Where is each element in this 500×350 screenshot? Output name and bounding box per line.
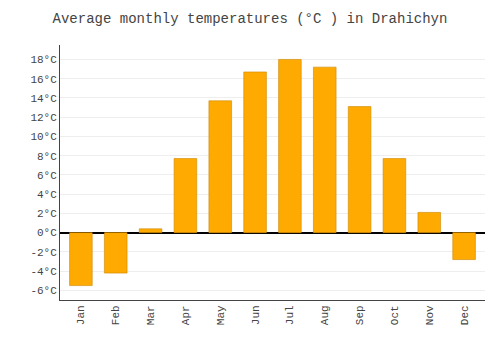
svg-text:Feb: Feb <box>110 305 122 325</box>
svg-text:4°C: 4°C <box>37 189 57 201</box>
svg-text:Oct: Oct <box>389 305 401 325</box>
svg-text:-2°C: -2°C <box>30 247 57 259</box>
svg-text:18°C: 18°C <box>30 54 57 66</box>
svg-text:Dec: Dec <box>459 305 471 325</box>
svg-text:14°C: 14°C <box>30 93 57 105</box>
svg-text:6°C: 6°C <box>37 170 57 182</box>
svg-text:12°C: 12°C <box>30 112 57 124</box>
svg-text:16°C: 16°C <box>30 74 57 86</box>
svg-text:-6°C: -6°C <box>30 285 57 297</box>
svg-text:Jun: Jun <box>250 305 262 325</box>
svg-text:Aug: Aug <box>319 305 331 325</box>
svg-text:0°C: 0°C <box>37 227 57 239</box>
svg-text:-4°C: -4°C <box>30 266 57 278</box>
svg-text:May: May <box>215 305 227 325</box>
svg-text:Apr: Apr <box>180 305 192 325</box>
svg-text:8°C: 8°C <box>37 151 57 163</box>
svg-text:10°C: 10°C <box>30 131 57 143</box>
svg-text:Mar: Mar <box>145 305 157 325</box>
svg-text:2°C: 2°C <box>37 208 57 220</box>
svg-text:Jan: Jan <box>75 305 87 325</box>
svg-text:Nov: Nov <box>424 305 436 325</box>
svg-text:Average monthly temperatures (: Average monthly temperatures (°C ) in Dr… <box>53 11 448 27</box>
svg-text:Sep: Sep <box>354 305 366 325</box>
svg-text:Jul: Jul <box>284 305 296 325</box>
